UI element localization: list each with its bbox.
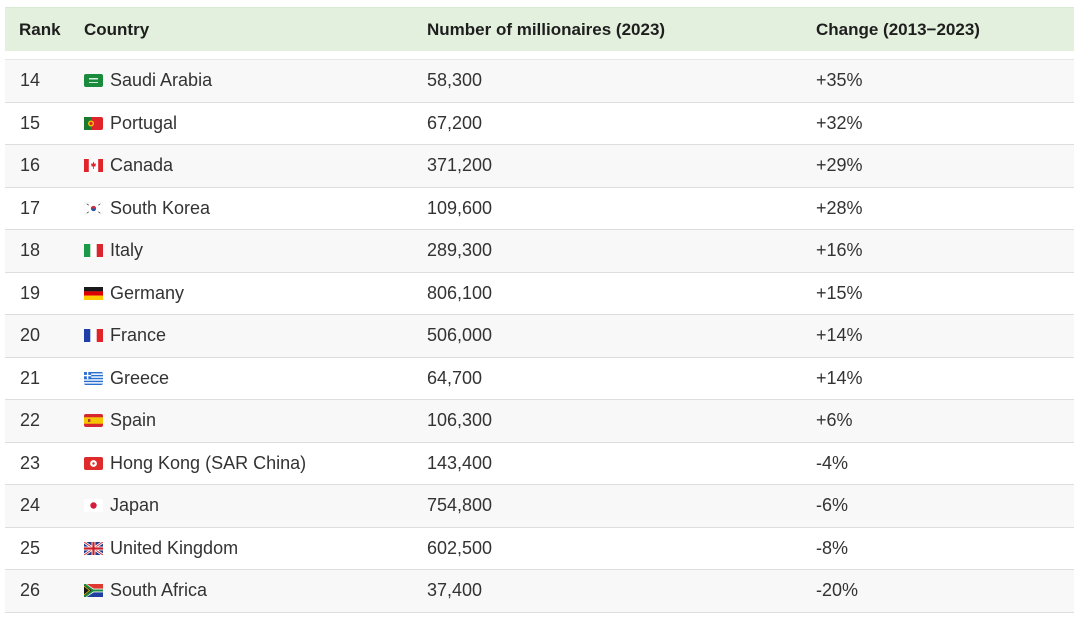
country-name: Italy: [110, 240, 144, 261]
south-africa-flag-icon: [84, 584, 103, 598]
table-row: 17 South Korea 109,600 +28%: [5, 187, 1074, 230]
change-cell: -8%: [816, 537, 849, 558]
rank-cell: 16: [20, 155, 41, 176]
saudi-arabia-flag-icon: [84, 74, 103, 88]
header-change: Change (2013−2023): [816, 19, 980, 39]
table-row: 20 France 506,000 +14%: [5, 315, 1074, 358]
country-name: France: [110, 325, 167, 346]
rank-cell: 25: [20, 537, 41, 558]
table-row: 15 Portugal 67,200 +32%: [5, 102, 1074, 145]
table-row: 14 Saudi Arabia 58,300 +35%: [5, 60, 1074, 103]
table-row: 26 South Africa 37,400 -20%: [5, 570, 1074, 613]
table-body: 14 Saudi Arabia 58,300 +35% 15 Portugal 67,200…: [5, 60, 1074, 613]
millionaires-cell: 602,500: [427, 537, 493, 558]
millionaires-cell: 58,300: [427, 70, 483, 91]
millionaires-cell: 109,600: [427, 197, 493, 218]
table-row: 25 United Kingdom 602,500 -8%: [5, 527, 1074, 570]
country-name: South Africa: [110, 580, 208, 601]
country-cell: Portugal: [84, 113, 427, 134]
change-cell: -20%: [816, 580, 859, 601]
table-row: 18 Italy 289,300 +16%: [5, 230, 1074, 273]
rank-cell: 21: [20, 367, 41, 388]
change-cell: +15%: [816, 282, 863, 303]
table-row: 24 Japan 754,800 -6%: [5, 485, 1074, 528]
change-cell: +14%: [816, 367, 863, 388]
rank-cell: 18: [20, 240, 41, 261]
millionaires-cell: 289,300: [427, 240, 493, 261]
rank-cell: 26: [20, 580, 41, 601]
country-name: Greece: [110, 367, 170, 388]
canada-flag-icon: [84, 159, 103, 173]
country-cell: Greece: [84, 368, 427, 389]
change-cell: -4%: [816, 452, 849, 473]
france-flag-icon: [84, 329, 103, 343]
rank-cell: 14: [20, 70, 41, 91]
country-name: South Korea: [110, 197, 211, 218]
change-cell: +14%: [816, 325, 863, 346]
table-row: 19 Germany 806,100 +15%: [5, 272, 1074, 315]
millionaires-cell: 67,200: [427, 112, 483, 133]
millionaires-table: Rank Country Number of millionaires (202…: [5, 7, 1074, 613]
table-header: Rank Country Number of millionaires (202…: [5, 7, 1074, 51]
country-cell: South Africa: [84, 580, 427, 601]
millionaires-cell: 371,200: [427, 155, 493, 176]
south-korea-flag-icon: [84, 201, 103, 215]
country-cell: Italy: [84, 240, 427, 261]
change-cell: +35%: [816, 70, 863, 91]
millionaires-cell: 37,400: [427, 580, 483, 601]
change-cell: -6%: [816, 495, 849, 516]
change-cell: +32%: [816, 112, 863, 133]
united-kingdom-flag-icon: [84, 541, 103, 555]
rank-cell: 24: [20, 495, 41, 516]
country-name: Japan: [110, 495, 160, 516]
country-cell: Hong Kong (SAR China): [84, 453, 427, 474]
country-name: Portugal: [110, 112, 178, 133]
italy-flag-icon: [84, 244, 103, 258]
change-cell: +29%: [816, 155, 863, 176]
country-cell: Canada: [84, 155, 427, 176]
country-name: Hong Kong (SAR China): [110, 452, 307, 473]
millionaires-cell: 806,100: [427, 282, 493, 303]
rank-cell: 17: [20, 197, 41, 218]
rank-cell: 20: [20, 325, 41, 346]
table-row: 21 Greece 64,700 +14%: [5, 357, 1074, 400]
rank-cell: 23: [20, 452, 41, 473]
portugal-flag-icon: [84, 116, 103, 130]
country-cell: France: [84, 325, 427, 346]
country-name: Spain: [110, 410, 157, 431]
header-rank: Rank: [19, 19, 61, 39]
header-spacer: [5, 51, 1074, 60]
country-name: Germany: [110, 282, 185, 303]
hong-kong-flag-icon: [84, 456, 103, 470]
country-cell: United Kingdom: [84, 538, 427, 559]
millionaires-cell: 506,000: [427, 325, 493, 346]
change-cell: +6%: [816, 410, 853, 431]
spain-flag-icon: [84, 414, 103, 428]
millionaires-cell: 754,800: [427, 495, 493, 516]
country-name: Saudi Arabia: [110, 70, 213, 91]
table-row: 23 Hong Kong (SAR China) 143,400 -4%: [5, 442, 1074, 485]
germany-flag-icon: [84, 286, 103, 300]
table-row: 22 Spain 106,300 +6%: [5, 400, 1074, 443]
rank-cell: 15: [20, 112, 41, 133]
millionaires-cell: 64,700: [427, 367, 483, 388]
change-cell: +16%: [816, 240, 863, 261]
country-cell: Spain: [84, 410, 427, 431]
millionaires-cell: 106,300: [427, 410, 493, 431]
country-name: Canada: [110, 155, 174, 176]
header-country: Country: [84, 19, 150, 39]
table-row: 16 Canada 371,200 +29%: [5, 145, 1074, 188]
header-millionaires: Number of millionaires (2023): [427, 19, 666, 39]
country-cell: Japan: [84, 495, 427, 516]
change-cell: +28%: [816, 197, 863, 218]
japan-flag-icon: [84, 499, 103, 513]
rank-cell: 19: [20, 282, 41, 303]
country-name: United Kingdom: [110, 537, 239, 558]
greece-flag-icon: [84, 371, 103, 385]
country-cell: Germany: [84, 283, 427, 304]
country-cell: South Korea: [84, 198, 427, 219]
rank-cell: 22: [20, 410, 41, 431]
country-cell: Saudi Arabia: [84, 70, 427, 91]
millionaires-cell: 143,400: [427, 452, 493, 473]
